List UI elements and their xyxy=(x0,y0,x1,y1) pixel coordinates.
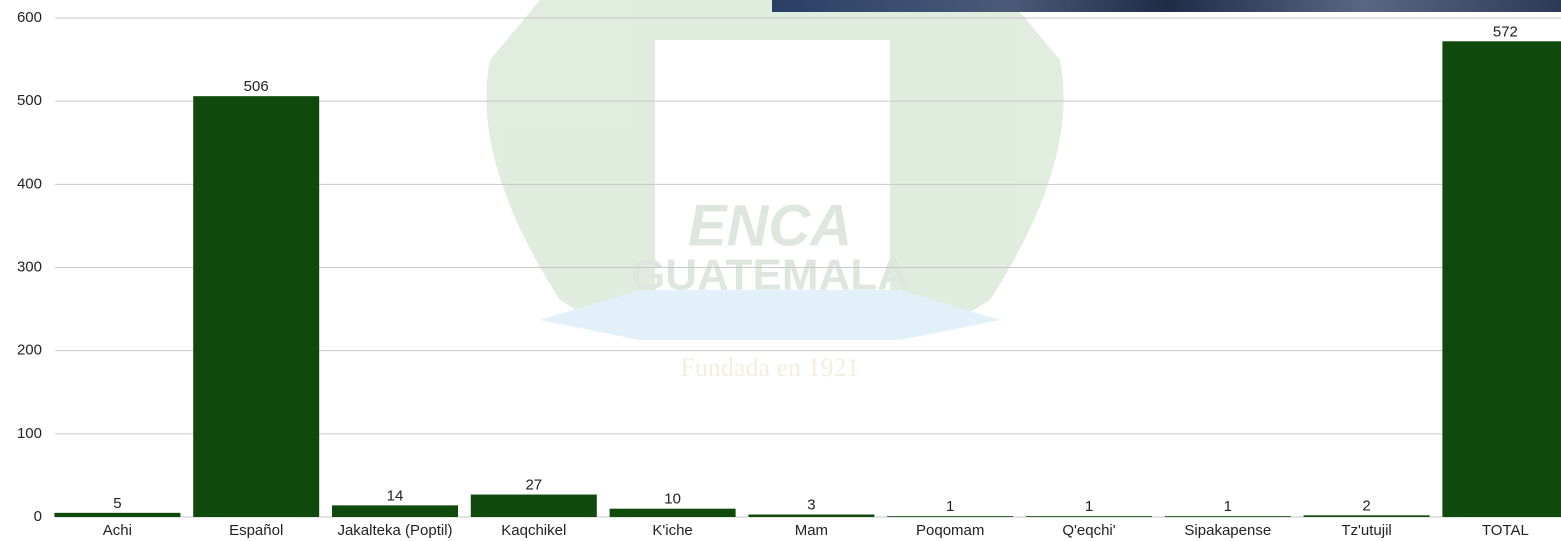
value-label: 1 xyxy=(1085,498,1093,515)
y-tick-label: 100 xyxy=(17,425,42,442)
y-tick-label: 0 xyxy=(34,508,42,525)
svg-text:ENCA: ENCA xyxy=(688,193,852,258)
bar xyxy=(1165,516,1291,517)
bar xyxy=(54,513,180,517)
bar xyxy=(748,515,874,517)
bar xyxy=(887,516,1013,517)
value-label: 2 xyxy=(1362,497,1370,514)
svg-text:GUATEMALA: GUATEMALA xyxy=(631,251,909,300)
x-tick-label: Poqomam xyxy=(916,522,984,539)
value-label: 3 xyxy=(807,496,815,513)
x-tick-label: Q'eqchi' xyxy=(1062,522,1115,539)
y-tick-label: 200 xyxy=(17,342,42,359)
value-label: 27 xyxy=(525,477,542,494)
y-tick-label: 600 xyxy=(17,9,42,26)
bar xyxy=(610,509,736,517)
x-tick-label: Kaqchikel xyxy=(501,522,566,539)
bar xyxy=(193,96,319,517)
x-tick-label: Mam xyxy=(795,522,828,539)
bar xyxy=(1304,515,1430,517)
watermark-logo: ENCA GUATEMALA Fundada en 1921 xyxy=(486,0,1063,382)
bar xyxy=(471,495,597,517)
bar xyxy=(1026,516,1152,517)
x-tick-label: Tz'utujil xyxy=(1341,522,1391,539)
y-tick-label: 300 xyxy=(17,258,42,275)
x-tick-label: Sipakapense xyxy=(1184,522,1271,539)
value-label: 1 xyxy=(946,498,954,515)
x-tick-label: Jakalteka (Poptil) xyxy=(337,522,452,539)
y-tick-label: 500 xyxy=(17,92,42,109)
svg-text:Fundada en 1921: Fundada en 1921 xyxy=(680,353,859,382)
bar xyxy=(332,505,458,517)
x-tick-label: K'iche xyxy=(652,522,692,539)
value-label: 5 xyxy=(113,495,121,512)
chart: ENCA GUATEMALA Fundada en 1921 0 100 200 30… xyxy=(0,0,1561,541)
x-tick-label: Achi xyxy=(103,522,132,539)
header-photo xyxy=(772,0,1561,12)
value-label: 1 xyxy=(1224,498,1232,515)
value-label: 14 xyxy=(387,487,404,504)
y-tick-label: 400 xyxy=(17,175,42,192)
x-tick-label: Español xyxy=(229,522,283,539)
value-label: 572 xyxy=(1493,23,1518,40)
value-label: 506 xyxy=(244,78,269,95)
bar xyxy=(1442,41,1561,517)
value-label: 10 xyxy=(664,491,681,508)
x-tick-label: TOTAL xyxy=(1482,522,1529,539)
